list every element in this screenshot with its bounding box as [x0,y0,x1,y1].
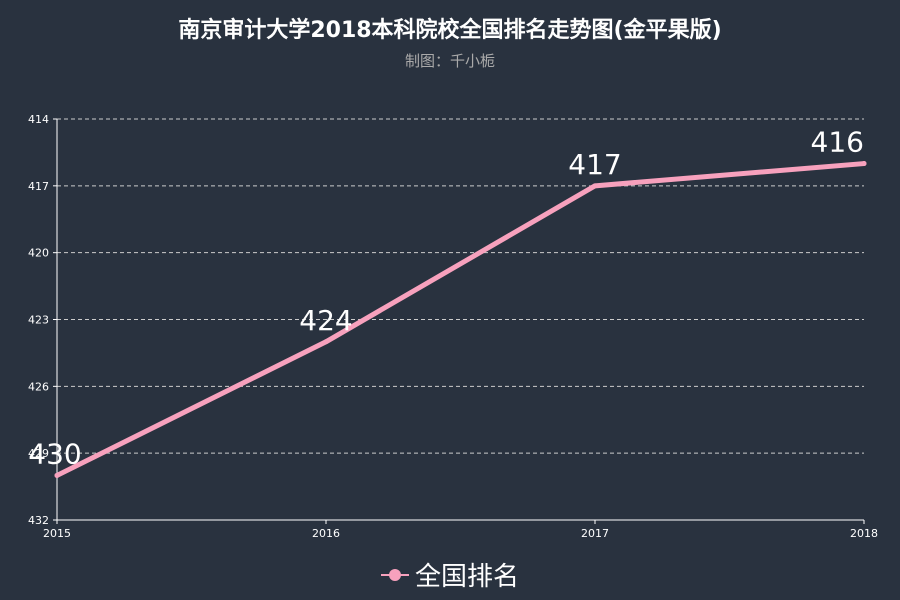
x-tick-label: 2015 [43,527,71,540]
axes [56,119,864,521]
y-tick-label: 414 [28,113,49,126]
data-point[interactable] [861,161,867,167]
data-point[interactable] [54,472,60,478]
chart-title: 南京审计大学2018本科院校全国排名走势图(金平果版) [178,18,722,43]
x-tick-labels: 2015 2016 2017 2018 [43,520,878,540]
data-point[interactable] [592,183,598,189]
y-tick-labels: 414 417 420 423 426 429 432 [28,113,49,527]
y-tick-label: 417 [28,180,49,193]
data-point[interactable] [323,339,329,345]
legend[interactable]: 全国排名 [0,556,900,593]
data-labels: 430 424 417 416 [28,126,864,471]
data-label: 424 [299,304,352,337]
data-label: 416 [811,126,864,159]
series-line [54,161,867,478]
y-tick-label: 429 [28,447,49,460]
legend-label: 全国排名 [414,562,519,592]
data-label: 417 [568,148,621,181]
data-label: 430 [28,437,81,470]
series-lines [54,161,867,478]
y-tick-label: 423 [28,314,49,327]
x-tick-label: 2016 [312,527,340,540]
x-tick-label: 2018 [850,527,878,540]
y-tick-label: 432 [28,514,49,527]
y-tick-label: 420 [28,247,49,260]
grid-lines [53,118,864,521]
y-tick-label: 426 [28,380,49,393]
chart-subtitle: 制图：千小栀 [404,52,495,70]
legend-marker-icon [380,568,409,582]
x-tick-label: 2017 [581,527,609,540]
